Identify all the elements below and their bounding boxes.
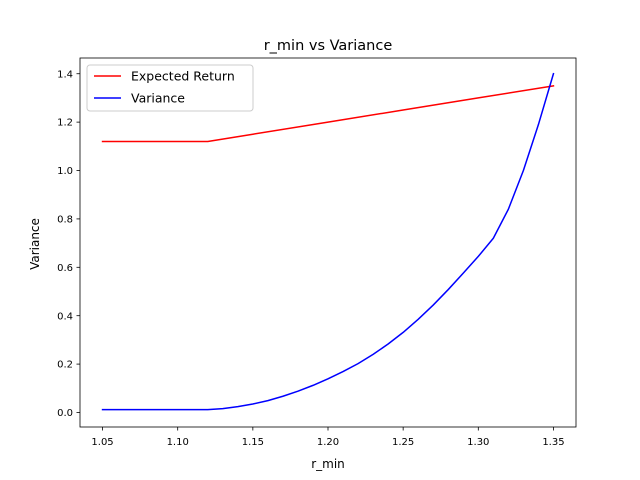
y-tick-label: 0.4 [57, 311, 73, 322]
series-line-variance [101, 72, 555, 411]
y-tick-label: 1.4 [57, 69, 73, 80]
axes: 1.05 1.10 1.15 1.20 1.25 1.30 1.35 0.0 0.2 0.4 0.6… [57, 57, 577, 448]
chart-title: r_min vs Variance [264, 38, 393, 54]
x-tick-label: 1.20 [317, 437, 339, 448]
series-line-expected-return [101, 84, 555, 143]
x-tick-label: 1.05 [91, 437, 113, 448]
y-tick-label: 0.0 [57, 408, 73, 419]
x-tick-label: 1.25 [392, 437, 414, 448]
y-tick-label: 1.0 [57, 166, 73, 177]
y-tick-label: 1.2 [57, 118, 73, 129]
x-tick-label: 1.30 [467, 437, 489, 448]
x-tick-label: 1.35 [542, 437, 564, 448]
plot-area [101, 72, 555, 411]
x-tick-label: 1.10 [167, 437, 189, 448]
x-axis-label: r_min [311, 457, 345, 471]
legend-box [86, 64, 254, 112]
legend-label: Variance [131, 90, 185, 105]
x-tick-label: 1.15 [242, 437, 264, 448]
legend: Expected Return Variance [86, 64, 254, 112]
y-tick-label: 0.6 [57, 263, 73, 274]
y-axis-label: Variance [28, 218, 42, 270]
legend-label: Expected Return [131, 68, 235, 83]
y-tick-label: 0.8 [57, 215, 73, 226]
y-tick-label: 0.2 [57, 360, 73, 371]
